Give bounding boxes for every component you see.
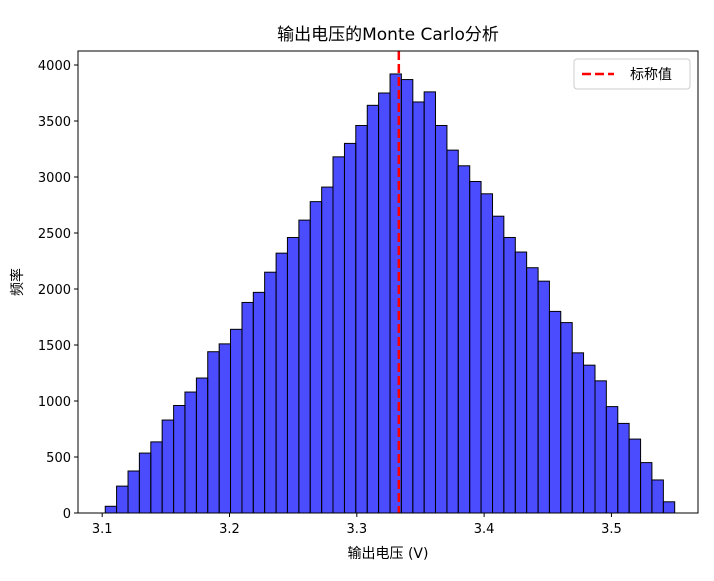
bar — [617, 422, 630, 514]
bar — [503, 236, 516, 514]
legend-box — [573, 58, 691, 90]
bar — [628, 438, 642, 514]
x-tick-label: 3.5 — [601, 522, 622, 537]
bar — [184, 391, 197, 514]
y-tick-label: 1500 — [38, 339, 71, 354]
y-tick-label: 2000 — [38, 283, 71, 298]
bar — [161, 419, 175, 514]
plot-frame — [77, 50, 699, 514]
x-tick-label: 3.4 — [474, 522, 495, 537]
bar — [560, 322, 573, 514]
bar — [651, 479, 664, 514]
bar — [662, 501, 676, 514]
x-tick-label: 3.1 — [92, 522, 113, 537]
bar — [218, 343, 232, 514]
chart-title: 输出电压的Monte Carlo分析 — [277, 25, 499, 45]
legend-label: 标称值 — [630, 67, 672, 83]
x-axis-label: 输出电压 (V) — [348, 546, 429, 562]
bar — [480, 193, 494, 514]
bar — [378, 92, 391, 514]
y-tick-label: 3500 — [38, 115, 71, 130]
bar — [173, 404, 186, 514]
bar — [492, 215, 505, 514]
y-tick-label: 500 — [46, 451, 71, 466]
bar — [457, 165, 471, 514]
bar — [252, 291, 266, 514]
bar — [309, 201, 323, 514]
y-axis-label: 频率 — [9, 268, 26, 296]
x-tick-label: 3.2 — [219, 522, 240, 537]
bar — [264, 271, 277, 514]
y-tick-label: 0 — [63, 507, 71, 522]
y-tick-label: 1000 — [38, 395, 71, 410]
bar — [446, 149, 459, 514]
bar — [514, 251, 528, 514]
bar — [241, 301, 254, 514]
bar — [104, 505, 118, 514]
bar — [526, 267, 539, 514]
bar — [423, 91, 436, 514]
bar — [469, 180, 482, 514]
bar — [548, 310, 562, 514]
bar — [355, 124, 368, 514]
bar — [571, 352, 585, 514]
bar — [207, 351, 220, 514]
bar — [366, 104, 380, 514]
bar — [343, 142, 357, 514]
bar — [537, 280, 550, 514]
bar — [286, 236, 300, 514]
bar — [321, 186, 334, 514]
bar — [583, 364, 596, 514]
bar — [230, 328, 243, 514]
x-tick-label: 3.3 — [346, 522, 367, 537]
bar — [195, 377, 209, 514]
bar — [605, 406, 619, 514]
bar — [594, 380, 607, 514]
bar — [150, 441, 163, 514]
y-tick-label: 4000 — [38, 59, 71, 74]
y-tick-label: 3000 — [38, 171, 71, 186]
bar — [400, 79, 414, 514]
bar — [640, 462, 653, 514]
bar — [298, 219, 311, 514]
bar — [434, 124, 448, 514]
bar — [116, 485, 129, 514]
y-tick-label: 2500 — [38, 227, 71, 242]
bar — [275, 252, 288, 514]
bar — [138, 452, 152, 514]
bar — [332, 156, 345, 514]
bar — [412, 101, 425, 514]
bar — [127, 470, 140, 514]
